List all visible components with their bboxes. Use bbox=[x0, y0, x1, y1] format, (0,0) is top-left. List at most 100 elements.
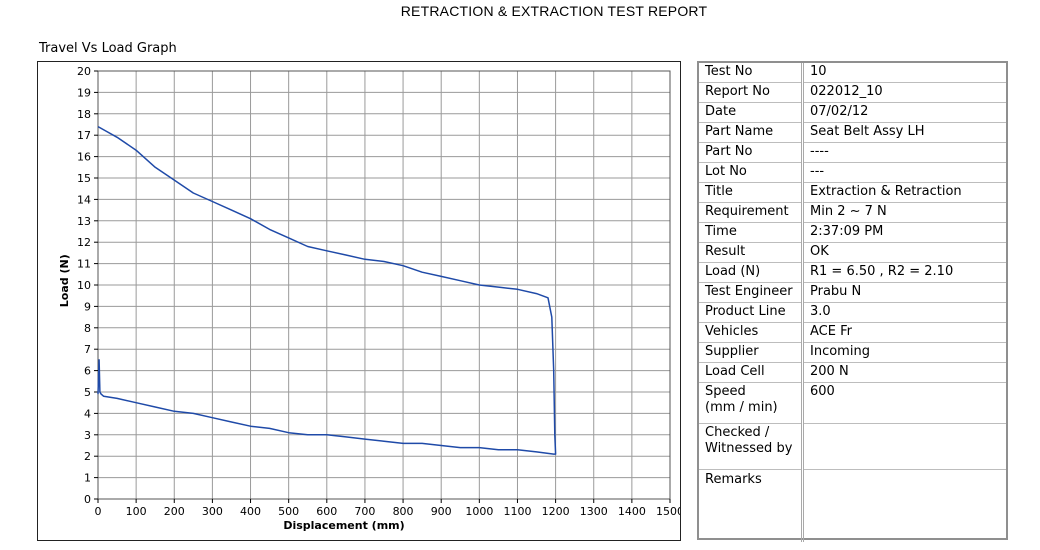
y-tick-label: 20 bbox=[77, 65, 91, 78]
info-value: Incoming bbox=[802, 342, 1006, 363]
info-row: Load Cell 200 N bbox=[699, 362, 1006, 383]
y-tick-label: 19 bbox=[77, 86, 91, 99]
info-label: Requirement bbox=[699, 202, 804, 223]
x-tick-label: 400 bbox=[240, 505, 261, 518]
info-label: Time bbox=[699, 222, 804, 243]
info-label: Title bbox=[699, 182, 804, 203]
load-displacement-chart: 0 100 200 300 400 500 600 700 800 900 1000 1100 1200… bbox=[58, 65, 680, 532]
info-value: 022012_10 bbox=[802, 82, 1006, 103]
info-label: Vehicles bbox=[699, 322, 804, 343]
info-value bbox=[802, 423, 1006, 470]
load-curve-line bbox=[97, 125, 557, 455]
info-value: OK bbox=[802, 242, 1006, 263]
y-tick-label: 5 bbox=[84, 386, 91, 399]
info-row: Remarks bbox=[699, 469, 1007, 543]
y-tick-label: 3 bbox=[84, 429, 91, 442]
info-label: Result bbox=[699, 242, 804, 263]
x-tick-label: 100 bbox=[126, 505, 147, 518]
x-tick-label: 0 bbox=[95, 505, 102, 518]
info-row: Test No 10 bbox=[699, 63, 1006, 83]
chart-frame bbox=[37, 61, 681, 541]
info-value: 2:37:09 PM bbox=[802, 222, 1006, 243]
y-tick-label: 9 bbox=[84, 300, 91, 313]
y-tick-label: 10 bbox=[77, 279, 91, 292]
info-label: Load (N) bbox=[699, 262, 804, 283]
info-row: Result OK bbox=[699, 242, 1006, 263]
info-value: 600 bbox=[802, 382, 1006, 424]
x-tick-label: 600 bbox=[316, 505, 337, 518]
info-value: Prabu N bbox=[802, 282, 1006, 303]
info-value: --- bbox=[802, 162, 1006, 183]
info-value: ---- bbox=[802, 142, 1006, 163]
info-row: Report No 022012_10 bbox=[699, 82, 1006, 103]
y-tick-label: 11 bbox=[77, 258, 91, 271]
x-tick-label: 900 bbox=[431, 505, 452, 518]
info-row: Time 2:37:09 PM bbox=[699, 222, 1006, 243]
x-tick-label: 700 bbox=[354, 505, 375, 518]
info-label: Speed (mm / min) bbox=[699, 382, 804, 424]
y-tick-label: 1 bbox=[84, 472, 91, 485]
info-value bbox=[803, 470, 1007, 543]
graph-title: Travel Vs Load Graph bbox=[39, 41, 177, 56]
x-tick-label: 1300 bbox=[580, 505, 608, 518]
info-value: 3.0 bbox=[802, 302, 1006, 323]
info-value: ACE Fr bbox=[802, 322, 1006, 343]
y-tick-label: 6 bbox=[84, 365, 91, 378]
info-label: Test No bbox=[699, 63, 804, 83]
y-tick-label: 15 bbox=[77, 172, 91, 185]
info-label: Load Cell bbox=[699, 362, 804, 383]
info-label: Date bbox=[699, 102, 804, 123]
x-tick-label: 300 bbox=[202, 505, 223, 518]
info-row: Title Extraction & Retraction bbox=[699, 182, 1006, 203]
info-value: R1 = 6.50 , R2 = 2.10 bbox=[802, 262, 1006, 283]
x-tick-label: 800 bbox=[393, 505, 414, 518]
info-row: Test Engineer Prabu N bbox=[699, 282, 1006, 303]
y-tick-label: 4 bbox=[84, 407, 91, 420]
info-row: Load (N) R1 = 6.50 , R2 = 2.10 bbox=[699, 262, 1006, 283]
y-tick-label: 8 bbox=[84, 322, 91, 335]
info-value: Min 2 ~ 7 N bbox=[802, 202, 1006, 223]
y-tick-label: 7 bbox=[84, 343, 91, 356]
x-tick-label: 1100 bbox=[503, 505, 531, 518]
info-row: Lot No --- bbox=[699, 162, 1006, 183]
info-value: 10 bbox=[802, 63, 1006, 83]
info-row: Part No ---- bbox=[699, 142, 1006, 163]
info-label: Remarks bbox=[699, 469, 804, 542]
info-row: Speed (mm / min) 600 bbox=[699, 382, 1006, 424]
info-label: Part No bbox=[699, 142, 804, 163]
info-row: Vehicles ACE Fr bbox=[699, 322, 1006, 343]
info-row: Checked / Witnessed by bbox=[699, 423, 1006, 470]
info-label: Lot No bbox=[699, 162, 804, 183]
x-tick-label: 200 bbox=[164, 505, 185, 518]
info-label: Part Name bbox=[699, 122, 804, 143]
x-axis-label: Displacement (mm) bbox=[283, 519, 404, 532]
x-tick-label: 1200 bbox=[542, 505, 570, 518]
x-tick-label: 1400 bbox=[618, 505, 646, 518]
info-label: Product Line bbox=[699, 302, 804, 323]
y-tick-label: 17 bbox=[77, 129, 91, 142]
info-value: 200 N bbox=[802, 362, 1006, 383]
info-value: 07/02/12 bbox=[802, 102, 1006, 123]
y-tick-label: 18 bbox=[77, 108, 91, 121]
y-tick-label: 13 bbox=[77, 215, 91, 228]
info-value: Extraction & Retraction bbox=[802, 182, 1006, 203]
info-label: Checked / Witnessed by bbox=[699, 423, 804, 470]
info-row: Date 07/02/12 bbox=[699, 102, 1006, 123]
info-row: Product Line 3.0 bbox=[699, 302, 1006, 323]
info-row: Supplier Incoming bbox=[699, 342, 1006, 363]
info-row: Requirement Min 2 ~ 7 N bbox=[699, 202, 1006, 223]
test-info-table: Test No 10 Report No 022012_10 Date 07/02/12 P… bbox=[697, 61, 1008, 543]
info-label: Test Engineer bbox=[699, 282, 804, 303]
x-tick-label: 1000 bbox=[465, 505, 493, 518]
x-tick-label: 500 bbox=[278, 505, 299, 518]
info-value: Seat Belt Assy LH bbox=[802, 122, 1006, 143]
y-tick-label: 12 bbox=[77, 236, 91, 249]
y-axis-label: Load (N) bbox=[58, 254, 71, 307]
report-title: RETRACTION & EXTRACTION TEST REPORT bbox=[400, 3, 708, 19]
y-tick-label: 16 bbox=[77, 151, 91, 164]
info-label: Report No bbox=[699, 82, 804, 103]
y-tick-label: 0 bbox=[84, 493, 91, 506]
y-tick-label: 14 bbox=[77, 193, 91, 206]
info-label: Supplier bbox=[699, 342, 804, 363]
